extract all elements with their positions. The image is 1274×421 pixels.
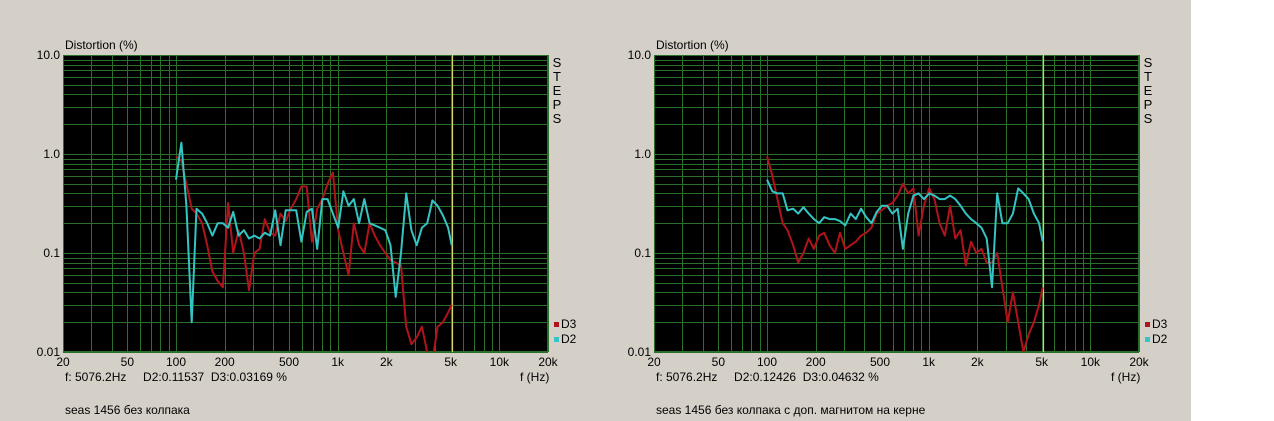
y-tick-label: 10.0 <box>628 48 652 62</box>
x-tick-label: 500 <box>870 355 890 369</box>
x-tick-label: 1k <box>922 355 936 369</box>
x-tick-label: 5k <box>1035 355 1049 369</box>
x-tick-label: 20 <box>647 355 661 369</box>
x-tick-label: 100 <box>757 355 777 369</box>
steps-label-letter: S <box>1144 55 1153 70</box>
x-tick-label: 200 <box>215 355 235 369</box>
legend-label-d3: D3 <box>561 317 577 331</box>
y-tick-label: 0.1 <box>634 246 651 260</box>
x-tick-label: 50 <box>121 355 135 369</box>
y-tick-label: 1.0 <box>634 147 651 161</box>
steps-label-letter: T <box>553 69 561 84</box>
legend-label-d3: D3 <box>1152 317 1168 331</box>
x-tick-label: 20 <box>56 355 70 369</box>
y-tick-label: 0.1 <box>43 246 60 260</box>
plot-border <box>63 55 548 352</box>
x-tick-label: 100 <box>166 355 186 369</box>
steps-label-letter: S <box>1144 111 1153 126</box>
y-tick-label: 10.0 <box>37 48 61 62</box>
app-panel: Distortion (%) 10.0 1.0 0.1 0.01 20 50 100 200 50… <box>0 0 1191 421</box>
x-tick-label: 20k <box>538 355 558 369</box>
steps-label-letter: S <box>553 111 562 126</box>
y-axis-label: Distortion (%) <box>65 38 138 52</box>
chart-caption: seas 1456 без колпака <box>65 403 190 417</box>
x-axis-label: f (Hz) <box>520 370 549 384</box>
legend-label-d2: D2 <box>561 332 577 346</box>
cursor-readout: f: 5076.2Hz D2:0.12426 D3:0.04632 % <box>656 370 879 384</box>
x-tick-label: 50 <box>712 355 726 369</box>
x-tick-label: 1k <box>331 355 345 369</box>
plot-area <box>654 55 1139 352</box>
steps-label-letter: P <box>553 97 562 112</box>
x-tick-label: 2k <box>380 355 394 369</box>
plot-border <box>654 55 1139 352</box>
x-tick-label: 5k <box>444 355 458 369</box>
plot-area <box>63 55 548 352</box>
x-tick-label: 10k <box>490 355 510 369</box>
x-tick-label: 2k <box>971 355 985 369</box>
legend-swatch-d2 <box>1145 337 1150 342</box>
grid <box>63 55 549 353</box>
legend-swatch-d3 <box>1145 322 1150 327</box>
cursor-readout: f: 5076.2Hz D2:0.11537 D3:0.03169 % <box>65 370 287 384</box>
x-tick-label: 200 <box>806 355 826 369</box>
x-tick-label: 10k <box>1081 355 1101 369</box>
legend-swatch-d2 <box>554 337 559 342</box>
x-tick-label: 500 <box>279 355 299 369</box>
steps-label-letter: E <box>553 83 562 98</box>
steps-label-letter: T <box>1144 69 1152 84</box>
series-line-d2 <box>175 141 453 324</box>
steps-label-letter: E <box>1144 83 1153 98</box>
steps-label-letter: S <box>553 55 562 70</box>
grid <box>654 55 1140 353</box>
y-tick-label: 1.0 <box>43 147 60 161</box>
x-axis-label: f (Hz) <box>1111 370 1140 384</box>
steps-label-letter: P <box>1144 97 1153 112</box>
series-line-d3 <box>766 155 1044 352</box>
legend-swatch-d3 <box>554 322 559 327</box>
y-tick-label: 0.01 <box>37 345 61 359</box>
x-tick-label: 20k <box>1129 355 1149 369</box>
chart-caption: seas 1456 без колпака с доп. магнитом на… <box>656 403 926 417</box>
y-tick-label: 0.01 <box>628 345 652 359</box>
y-axis-label: Distortion (%) <box>656 38 729 52</box>
series-line-d2 <box>766 179 1044 289</box>
legend-label-d2: D2 <box>1152 332 1168 346</box>
